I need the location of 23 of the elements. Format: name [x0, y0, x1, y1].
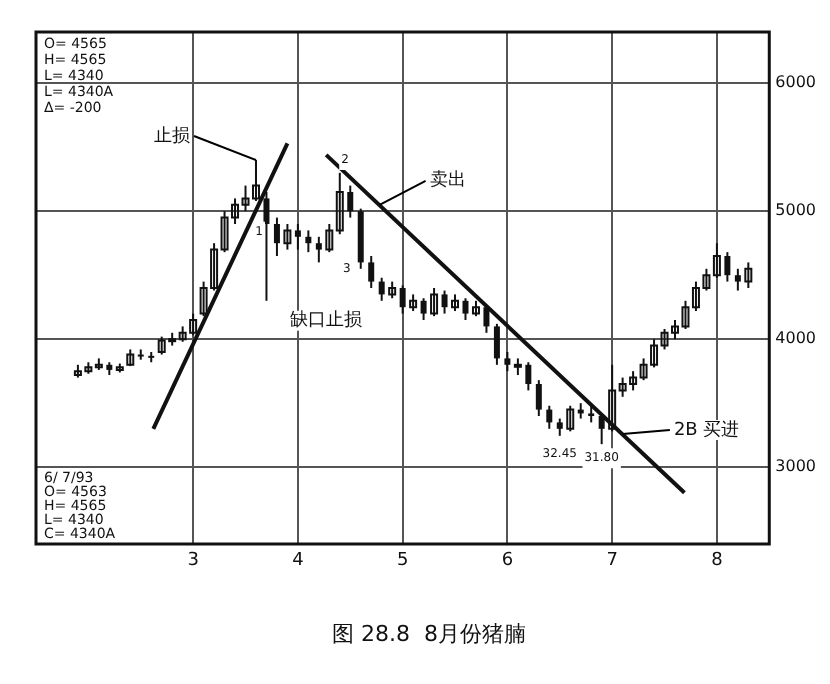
- annotation: 卖出: [429, 169, 466, 192]
- x-tick-label: 3: [187, 551, 199, 572]
- candlestick: [546, 404, 553, 430]
- y-tick-label: 6000: [775, 73, 816, 92]
- candlestick: [294, 223, 301, 251]
- annotation: 缺口止损: [290, 309, 363, 332]
- y-tick-label: 5000: [775, 201, 816, 220]
- x-tick-label: 4: [292, 551, 305, 572]
- candlestick: [137, 348, 144, 361]
- candlestick: [504, 351, 511, 373]
- annotation: 止损: [153, 124, 190, 147]
- candlestick: [368, 255, 375, 289]
- candlestick: [535, 379, 542, 417]
- candlestick: [493, 322, 500, 366]
- text: 图 28.8 8月份猪腩: [332, 620, 526, 647]
- y-tick-label: 3000: [775, 457, 816, 476]
- x-tick-label: 5: [396, 551, 409, 572]
- y-tick-label: 4000: [775, 329, 816, 348]
- candlestick: [305, 229, 312, 254]
- annotation: 2B 买进: [673, 418, 740, 441]
- x-tick-label: 6: [501, 551, 514, 572]
- x-tick-label: 8: [711, 551, 724, 572]
- x-tick-label: 7: [606, 551, 618, 572]
